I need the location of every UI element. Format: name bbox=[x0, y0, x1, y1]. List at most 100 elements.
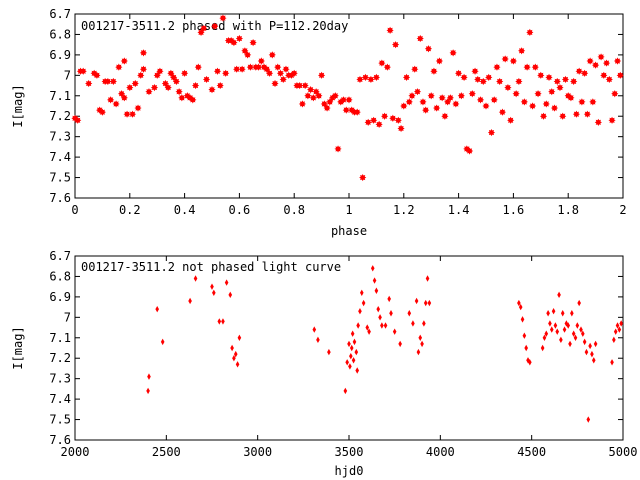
data-point bbox=[548, 320, 552, 327]
data-point bbox=[233, 65, 241, 73]
data-point bbox=[544, 330, 549, 337]
data-point bbox=[400, 102, 408, 110]
data-point bbox=[581, 69, 589, 77]
data-point bbox=[375, 120, 383, 128]
data-point bbox=[104, 77, 112, 86]
data-point bbox=[257, 57, 265, 65]
data-point bbox=[374, 287, 379, 294]
data-point bbox=[367, 75, 375, 84]
y-tick-label: 6.7 bbox=[49, 7, 71, 21]
data-point bbox=[507, 116, 515, 124]
data-point bbox=[197, 28, 205, 36]
y-tick-label: 7.4 bbox=[49, 392, 71, 406]
unphased-light-curve-plot: 001217-3511.2 not phased light curve hjd… bbox=[11, 249, 637, 478]
data-point bbox=[364, 118, 372, 126]
data-point bbox=[593, 340, 598, 348]
data-point bbox=[145, 88, 153, 96]
data-point bbox=[131, 79, 139, 88]
y-axis-label: I[mag] bbox=[11, 84, 25, 127]
data-point bbox=[378, 59, 386, 67]
y-tick-label: 6.8 bbox=[49, 27, 71, 41]
data-point bbox=[411, 320, 415, 327]
data-point bbox=[616, 71, 624, 79]
data-point bbox=[438, 94, 446, 102]
data-point bbox=[155, 305, 159, 313]
data-point bbox=[376, 305, 381, 313]
data-point bbox=[232, 355, 236, 362]
data-point bbox=[414, 297, 419, 305]
data-point bbox=[361, 73, 370, 81]
data-point bbox=[586, 416, 591, 423]
x-tick-label: 1.6 bbox=[503, 203, 525, 217]
data-point bbox=[246, 63, 254, 71]
data-point bbox=[350, 330, 355, 337]
data-point bbox=[137, 71, 145, 79]
data-point bbox=[391, 41, 400, 49]
data-point bbox=[228, 291, 233, 299]
data-point bbox=[194, 63, 202, 71]
data-point bbox=[156, 67, 164, 75]
data-point bbox=[120, 94, 128, 102]
data-point bbox=[238, 65, 246, 73]
data-point bbox=[161, 79, 170, 88]
data-point bbox=[416, 34, 424, 43]
data-point bbox=[117, 90, 126, 98]
data-point bbox=[528, 102, 537, 110]
data-point bbox=[560, 310, 565, 317]
data-point bbox=[370, 116, 378, 124]
data-point bbox=[112, 100, 120, 108]
data-point bbox=[342, 106, 350, 114]
y-tick-label: 6.7 bbox=[49, 249, 71, 263]
data-point bbox=[389, 114, 397, 122]
data-point bbox=[542, 334, 547, 341]
data-point bbox=[263, 65, 271, 73]
data-point bbox=[359, 289, 364, 296]
data-point bbox=[612, 336, 616, 344]
y-tick-label: 7 bbox=[64, 310, 71, 324]
data-point bbox=[147, 373, 151, 380]
data-point bbox=[468, 90, 476, 98]
data-point bbox=[537, 71, 545, 79]
data-point bbox=[268, 51, 276, 59]
data-point bbox=[389, 310, 393, 317]
y-tick-label: 7.5 bbox=[49, 171, 71, 185]
data-point bbox=[354, 348, 359, 356]
data-point bbox=[589, 98, 597, 106]
data-point bbox=[265, 69, 274, 77]
data-point bbox=[276, 69, 285, 77]
x-tick-label: 4500 bbox=[517, 445, 546, 459]
data-point bbox=[326, 98, 334, 106]
data-point bbox=[331, 92, 339, 100]
data-point bbox=[566, 322, 570, 329]
y-tick-label: 7.3 bbox=[49, 130, 71, 144]
data-point bbox=[370, 265, 375, 272]
data-point bbox=[427, 92, 435, 100]
data-point bbox=[550, 104, 559, 112]
data-point bbox=[290, 69, 298, 77]
data-point bbox=[474, 75, 482, 84]
data-point bbox=[549, 326, 554, 333]
data-point bbox=[402, 73, 411, 81]
data-points bbox=[71, 14, 624, 182]
data-point bbox=[408, 92, 416, 100]
y-tick-label: 7.1 bbox=[49, 89, 71, 103]
data-point bbox=[591, 357, 596, 364]
y-tick-label: 6.8 bbox=[49, 269, 71, 283]
data-point bbox=[597, 53, 605, 61]
phased-light-curve-plot: 001217-3511.2 phased with P=112.20day ph… bbox=[11, 7, 627, 238]
data-point bbox=[128, 110, 137, 118]
data-point bbox=[512, 90, 520, 98]
data-point bbox=[172, 77, 180, 86]
data-point bbox=[380, 322, 384, 329]
data-point bbox=[518, 303, 523, 311]
data-point bbox=[351, 357, 356, 364]
data-point bbox=[424, 45, 433, 53]
data-point bbox=[188, 297, 192, 305]
data-point bbox=[307, 86, 315, 94]
data-point bbox=[237, 334, 242, 341]
data-point bbox=[352, 338, 357, 346]
data-point bbox=[559, 336, 563, 344]
data-point bbox=[433, 104, 441, 112]
x-tick-label: 1 bbox=[345, 203, 352, 217]
y-tick-label: 7 bbox=[64, 68, 71, 82]
